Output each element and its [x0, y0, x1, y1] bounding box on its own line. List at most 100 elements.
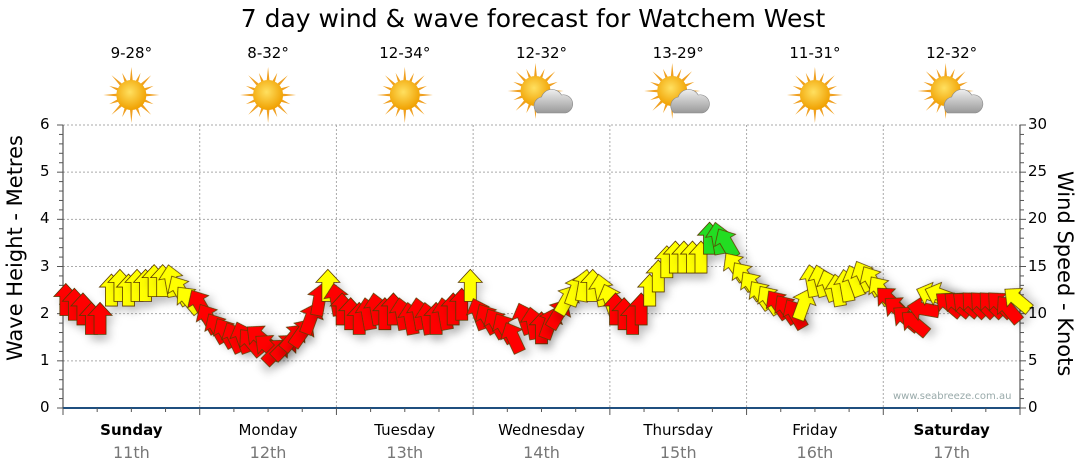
watermark: www.seabreeze.com.au [893, 391, 1012, 402]
day-label: Friday [792, 421, 838, 439]
date-label: 13th [386, 443, 424, 462]
sun-ray [376, 93, 392, 97]
date-label: 12th [249, 443, 287, 462]
right-tick-label: 5 [1028, 350, 1038, 369]
wind-arrow [1004, 287, 1034, 315]
wind-arrow [500, 322, 526, 355]
sun-icon [240, 67, 297, 123]
partly-cloudy-icon [917, 63, 984, 119]
sun-ray [412, 103, 425, 115]
sun-ray [925, 71, 938, 83]
sun-ray [652, 71, 665, 83]
sun-ray [111, 75, 124, 87]
day-label: Wednesday [498, 421, 585, 439]
left-tick-label: 2 [40, 303, 50, 322]
sun-ray [276, 103, 288, 115]
day-label: Thursday [643, 421, 714, 439]
left-tick-label: 6 [40, 115, 50, 133]
sun-ray [515, 99, 528, 111]
sun-ray [795, 103, 807, 115]
sun-ray [652, 99, 665, 111]
right-tick-label: 30 [1028, 115, 1048, 133]
day-temperature: 12-32° [515, 44, 568, 62]
sun-ray [917, 89, 933, 93]
right-axis-label: Wind Speed - Knots [1053, 171, 1077, 377]
day-label: Saturday [913, 421, 990, 439]
sun-ray [280, 93, 297, 97]
date-label: 11th [112, 443, 150, 462]
date-label: 15th [659, 443, 697, 462]
sun-ray [266, 67, 270, 83]
right-tick-label: 15 [1028, 256, 1048, 275]
wind-arrow [87, 301, 113, 335]
day-temperature: 8-32° [247, 44, 289, 62]
cloud-shape [943, 89, 984, 114]
right-tick-label: 0 [1028, 398, 1038, 416]
day-temperature: 12-32° [926, 44, 978, 62]
left-tick-label: 5 [40, 162, 50, 181]
sun-ray [813, 107, 817, 123]
sun-ray [827, 93, 843, 97]
sun-icon [376, 67, 433, 123]
sun-ray [139, 103, 152, 115]
day-temperature: 13-29° [652, 44, 704, 62]
day-temperature: 9-28° [110, 44, 153, 62]
sun-ray [276, 75, 288, 87]
sun-ray [129, 67, 133, 83]
cloud-shape [533, 89, 574, 114]
day-temperature: 11-31° [789, 44, 841, 62]
sun-disc [253, 80, 284, 110]
day-label: Sunday [100, 421, 163, 439]
right-tick-label: 25 [1028, 162, 1048, 181]
cloud-shape [670, 89, 710, 114]
sun-ray [384, 103, 397, 115]
sun-ray [403, 67, 407, 83]
left-tick-label: 3 [40, 256, 50, 275]
sun-disc [116, 80, 147, 110]
sun-ray [240, 93, 256, 97]
sun-icon [786, 67, 843, 123]
sun-ray [822, 103, 835, 115]
left-tick-label: 1 [40, 350, 50, 369]
sun-ray [103, 93, 119, 97]
sun-ray [795, 75, 807, 87]
sun-ray [670, 63, 674, 79]
sun-ray [813, 67, 817, 83]
sun-ray [412, 75, 425, 87]
sun-ray [680, 71, 693, 83]
sun-disc [799, 80, 830, 110]
day-label: Tuesday [374, 421, 436, 439]
date-label: 14th [523, 443, 560, 462]
sun-ray [403, 107, 407, 123]
sun-ray [822, 75, 835, 87]
sun-ray [248, 103, 261, 115]
sun-ray [925, 99, 938, 111]
day-temperature: 12-34° [379, 44, 431, 62]
right-tick-label: 20 [1028, 209, 1048, 228]
sun-ray [533, 63, 538, 79]
chart-title: 7 day wind & wave forecast for Watchem W… [240, 4, 826, 33]
partly-cloudy-icon [644, 63, 710, 119]
sun-ray [144, 93, 160, 97]
sun-ray [507, 89, 523, 93]
sun-disc [389, 80, 420, 110]
date-label: 16th [796, 443, 834, 462]
sun-ray [543, 71, 556, 83]
day-label: Monday [238, 421, 298, 439]
sun-ray [953, 71, 966, 83]
sun-ray [139, 75, 152, 87]
sun-ray [515, 71, 528, 83]
sun-ray [644, 89, 660, 93]
left-tick-label: 4 [40, 209, 50, 228]
sun-ray [384, 75, 397, 87]
right-tick-label: 10 [1028, 303, 1048, 322]
sun-ray [248, 75, 261, 87]
sun-ray [111, 103, 124, 115]
left-tick-label: 0 [40, 398, 50, 416]
left-axis-label: Wave Height - Metres [3, 135, 27, 361]
wind-arrow [457, 268, 484, 302]
sun-ray [266, 107, 270, 123]
sun-ray [129, 107, 133, 123]
sun-ray [417, 93, 433, 97]
